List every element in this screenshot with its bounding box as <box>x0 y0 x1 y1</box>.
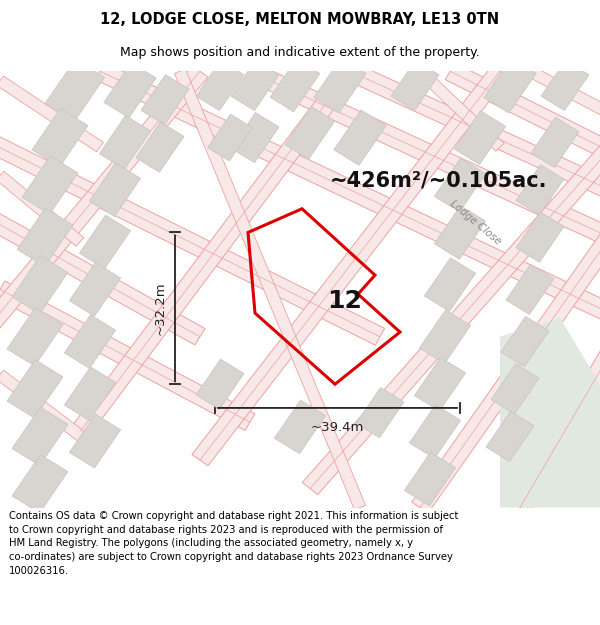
Text: Lodge Close: Lodge Close <box>448 199 502 247</box>
Polygon shape <box>404 452 455 506</box>
Polygon shape <box>89 163 140 217</box>
Polygon shape <box>416 68 504 151</box>
Polygon shape <box>412 217 600 512</box>
Polygon shape <box>7 308 63 366</box>
Polygon shape <box>196 61 244 111</box>
Polygon shape <box>424 258 476 311</box>
Polygon shape <box>0 171 84 246</box>
Polygon shape <box>501 316 549 367</box>
Polygon shape <box>491 364 539 414</box>
Polygon shape <box>415 357 466 411</box>
Polygon shape <box>314 58 366 113</box>
Polygon shape <box>231 61 279 111</box>
Polygon shape <box>527 66 600 124</box>
Polygon shape <box>12 454 68 513</box>
Polygon shape <box>511 332 600 512</box>
Polygon shape <box>208 114 253 161</box>
Polygon shape <box>32 108 88 167</box>
Polygon shape <box>409 405 461 459</box>
Polygon shape <box>72 66 358 437</box>
Polygon shape <box>0 370 104 455</box>
Polygon shape <box>196 359 244 409</box>
Polygon shape <box>0 76 103 152</box>
Polygon shape <box>12 256 68 314</box>
Polygon shape <box>391 61 439 111</box>
Polygon shape <box>192 66 508 466</box>
Text: ~32.2m: ~32.2m <box>154 281 167 335</box>
Polygon shape <box>0 206 205 345</box>
Polygon shape <box>541 61 589 111</box>
Polygon shape <box>64 367 116 421</box>
Polygon shape <box>454 111 506 164</box>
Polygon shape <box>70 262 121 316</box>
Text: 12: 12 <box>327 289 362 313</box>
Polygon shape <box>0 66 208 343</box>
Polygon shape <box>531 118 579 168</box>
Polygon shape <box>484 58 536 113</box>
Polygon shape <box>274 400 326 454</box>
Polygon shape <box>486 411 534 461</box>
Polygon shape <box>506 264 554 314</box>
Polygon shape <box>356 388 404 438</box>
Text: ~39.4m: ~39.4m <box>311 421 364 434</box>
Polygon shape <box>285 107 335 159</box>
Polygon shape <box>434 158 485 212</box>
Text: 12, LODGE CLOSE, MELTON MOWBRAY, LE13 0TN: 12, LODGE CLOSE, MELTON MOWBRAY, LE13 0T… <box>100 12 500 28</box>
Polygon shape <box>0 281 255 431</box>
Polygon shape <box>70 414 121 468</box>
Polygon shape <box>245 62 600 251</box>
Polygon shape <box>0 129 385 345</box>
Polygon shape <box>445 63 600 165</box>
Polygon shape <box>434 206 485 259</box>
Polygon shape <box>7 360 63 418</box>
Polygon shape <box>270 59 320 112</box>
Polygon shape <box>141 74 189 125</box>
Text: ~426m²/~0.105ac.: ~426m²/~0.105ac. <box>330 171 548 191</box>
Text: Contains OS data © Crown copyright and database right 2021. This information is : Contains OS data © Crown copyright and d… <box>9 511 458 576</box>
Polygon shape <box>104 62 156 118</box>
Polygon shape <box>95 62 600 326</box>
Polygon shape <box>346 62 600 203</box>
Text: Map shows position and indicative extent of the property.: Map shows position and indicative extent… <box>120 46 480 59</box>
Polygon shape <box>516 164 564 215</box>
Polygon shape <box>136 122 184 172</box>
Polygon shape <box>79 215 131 269</box>
Polygon shape <box>12 407 68 466</box>
Polygon shape <box>516 212 564 262</box>
Polygon shape <box>334 110 386 165</box>
Polygon shape <box>17 208 73 266</box>
Polygon shape <box>419 310 470 364</box>
Polygon shape <box>64 315 116 368</box>
Polygon shape <box>231 112 279 162</box>
Polygon shape <box>175 69 365 509</box>
Polygon shape <box>100 116 151 169</box>
Polygon shape <box>302 131 600 494</box>
Polygon shape <box>46 59 104 121</box>
Polygon shape <box>500 318 600 508</box>
Polygon shape <box>22 156 78 214</box>
